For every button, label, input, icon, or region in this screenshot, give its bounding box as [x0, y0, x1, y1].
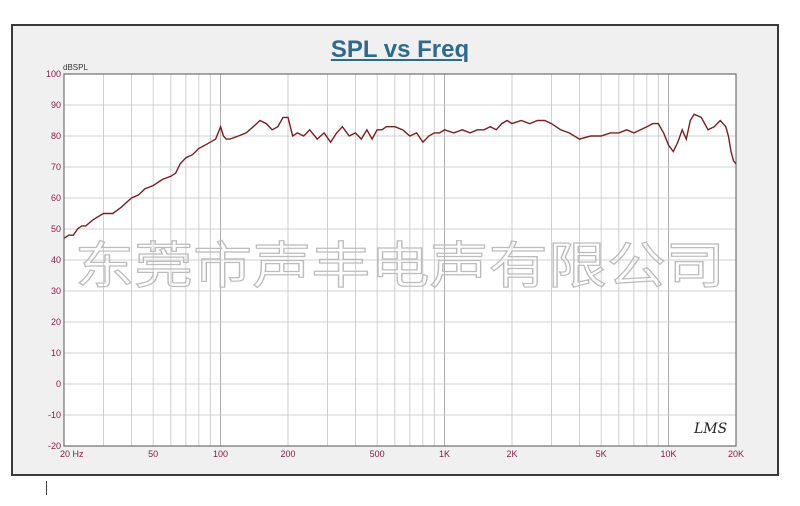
- y-tick-label: 10: [51, 348, 61, 358]
- x-tick-label: 20 Hz: [60, 449, 84, 459]
- plot-border: [63, 73, 737, 447]
- x-tick-label: 1K: [439, 449, 450, 459]
- x-tick-label: 200: [280, 449, 295, 459]
- x-tick-labels: 20 Hz 50 100 200 500 1K 2K 5K 10K 20K: [60, 449, 744, 459]
- y-tick-label: -10: [48, 410, 61, 420]
- chart-grid: [63, 73, 737, 447]
- y-tick-label: 60: [51, 193, 61, 203]
- y-tick-label: 0: [56, 379, 61, 389]
- x-tick-label: 100: [213, 449, 228, 459]
- bottom-marker: [46, 481, 47, 495]
- y-tick-label: 70: [51, 162, 61, 172]
- watermark-text: 东莞市声丰电声有限公司: [75, 237, 725, 295]
- spl-curve: [63, 113, 737, 239]
- y-tick-label: 30: [51, 286, 61, 296]
- chart-title: SPL vs Freq: [330, 36, 470, 63]
- y-tick-label: -20: [48, 441, 61, 451]
- x-tick-label: 20K: [728, 449, 744, 459]
- x-tick-label: 5K: [596, 449, 607, 459]
- x-tick-label: 2K: [506, 449, 517, 459]
- y-tick-label: 80: [51, 131, 61, 141]
- y-tick-label: 50: [51, 224, 61, 234]
- x-tick-label: 500: [370, 449, 385, 459]
- watermark: 东莞市声丰电声有限公司: [74, 236, 725, 295]
- y-axis-label: dBSPL: [63, 63, 88, 72]
- bottom-strip: [0, 478, 800, 506]
- y-tick-label: 90: [51, 100, 61, 110]
- x-tick-label: 10K: [661, 449, 677, 459]
- y-tick-label: 40: [51, 255, 61, 265]
- lms-logo: LMS: [694, 421, 728, 437]
- x-tick-label: 50: [148, 449, 158, 459]
- y-tick-label: 100: [46, 69, 61, 79]
- y-tick-label: 20: [51, 317, 61, 327]
